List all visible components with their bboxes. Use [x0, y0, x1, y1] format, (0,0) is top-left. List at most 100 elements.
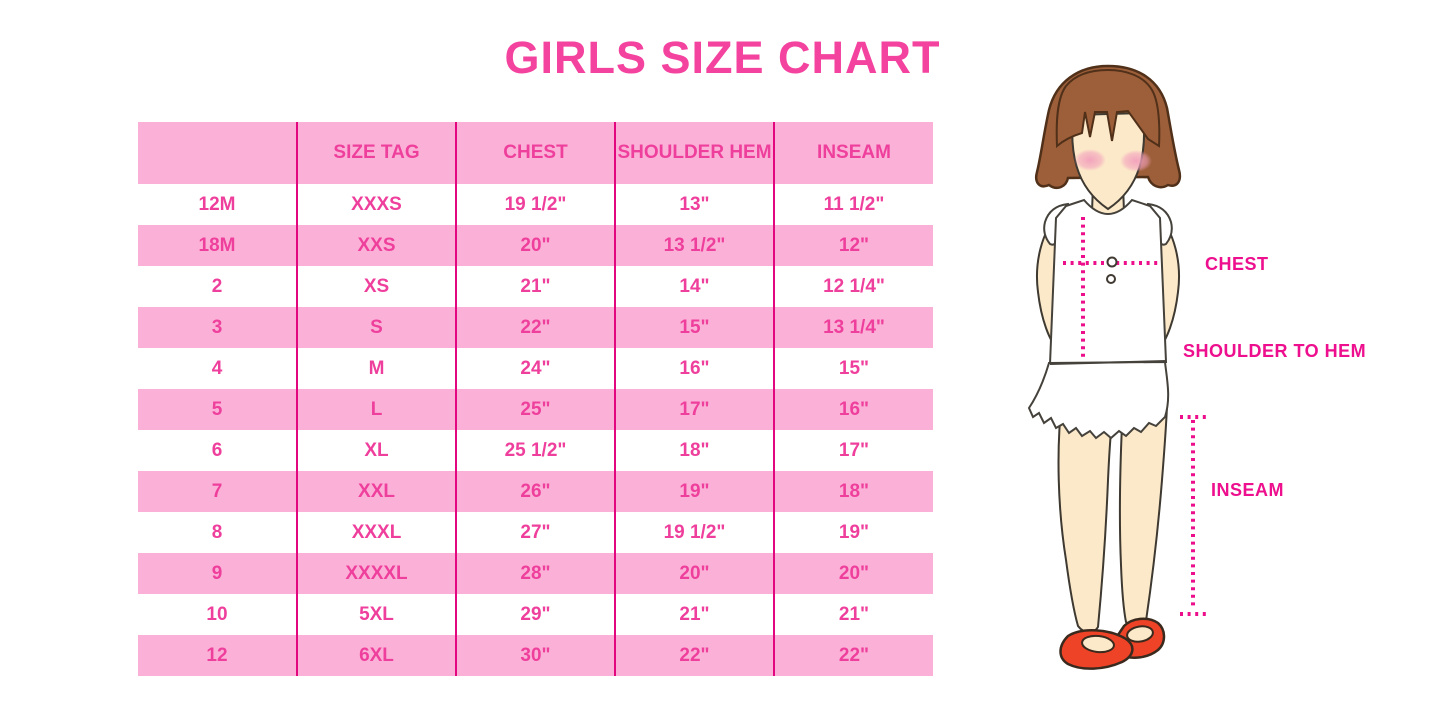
table-row: 10 5XL 29" 21" 21" [138, 594, 933, 635]
right-shoulder-ruffle [1137, 202, 1173, 252]
table-cell: 6 [138, 430, 297, 471]
face [1071, 111, 1146, 211]
table-cell: 20" [773, 553, 933, 594]
table-cell: S [296, 307, 456, 348]
table-cell: 26" [455, 471, 615, 512]
table-cell: XXL [296, 471, 456, 512]
table-cell: 12 [138, 635, 297, 676]
table-cell: XL [296, 430, 456, 471]
table-cell: 16" [614, 348, 774, 389]
header-row: SIZE TAG CHEST SHOULDER HEM INSEAM [138, 122, 933, 184]
chest-label: CHEST [1205, 254, 1269, 274]
table-cell: 25" [455, 389, 615, 430]
table-cell: 17" [614, 389, 774, 430]
table-cell: 21" [773, 594, 933, 635]
table-cell: 24" [455, 348, 615, 389]
table-row: 9 XXXXL 28" 20" 20" [138, 553, 933, 594]
table-row: 18M XXS 20" 13 1/2" 12" [138, 225, 933, 266]
table-row: 3 S 22" 15" 13 1/4" [138, 307, 933, 348]
table-cell: 19" [614, 471, 774, 512]
left-arm [1036, 212, 1076, 354]
left-shoulder-ruffle [1043, 202, 1079, 252]
table-cell: 22" [455, 307, 615, 348]
right-leg [1118, 398, 1169, 629]
table-cell: 19 1/2" [455, 184, 615, 225]
table-cell: 25 1/2" [455, 430, 615, 471]
column-header-size-tag: SIZE TAG [296, 122, 456, 184]
table-row: 6 XL 25 1/2" 18" 17" [138, 430, 933, 471]
table-cell: 13" [614, 184, 774, 225]
table-cell: XS [296, 266, 456, 307]
table-cell: M [296, 348, 456, 389]
table-cell: 12M [138, 184, 297, 225]
table-cell: 20" [614, 553, 774, 594]
table-cell: 7 [138, 471, 297, 512]
table-cell: 12 1/4" [773, 266, 933, 307]
table-cell: 27" [455, 512, 615, 553]
table-cell: 3 [138, 307, 297, 348]
left-shoe [1059, 629, 1134, 670]
table-row: 2 XS 21" 14" 12 1/4" [138, 266, 933, 307]
table-cell: 10 [138, 594, 297, 635]
table-cell: XXS [296, 225, 456, 266]
table-cell: XXXL [296, 512, 456, 553]
table-cell: 28" [455, 553, 615, 594]
table-header: SIZE TAG CHEST SHOULDER HEM INSEAM [138, 122, 933, 184]
table-cell: 13 1/2" [614, 225, 774, 266]
inseam-label: INSEAM [1211, 480, 1285, 500]
bodice [1048, 198, 1168, 366]
table-cell: 12" [773, 225, 933, 266]
skirt [1027, 360, 1170, 440]
column-header-chest: CHEST [455, 122, 615, 184]
right-arm [1140, 212, 1180, 354]
left-blush [1074, 149, 1106, 171]
table-row: 8 XXXL 27" 19 1/2" 19" [138, 512, 933, 553]
right-blush [1120, 150, 1152, 172]
table-cell: 4 [138, 348, 297, 389]
right-shoe [1113, 617, 1166, 659]
table-cell: 9 [138, 553, 297, 594]
table-row: 7 XXL 26" 19" 18" [138, 471, 933, 512]
bottom-button [1106, 274, 1116, 284]
table-cell: 5 [138, 389, 297, 430]
waist-seam [1049, 360, 1167, 365]
shoulder-to-hem-label: SHOULDER TO HEM [1183, 341, 1367, 361]
page-title: GIRLS SIZE CHART [504, 32, 941, 83]
table-row: 12M XXXS 19 1/2" 13" 11 1/2" [138, 184, 933, 225]
table-cell: 30" [455, 635, 615, 676]
table-cell: 17" [773, 430, 933, 471]
table-cell: 18M [138, 225, 297, 266]
top-button [1106, 256, 1118, 268]
table-row: 5 L 25" 17" 16" [138, 389, 933, 430]
hair-back [1035, 64, 1182, 190]
table-cell: 19" [773, 512, 933, 553]
table-cell: L [296, 389, 456, 430]
table-cell: XXXS [296, 184, 456, 225]
table-cell: 8 [138, 512, 297, 553]
table-cell: XXXXL [296, 553, 456, 594]
table-cell: 18" [773, 471, 933, 512]
left-leg [1057, 398, 1114, 634]
table-cell: 2 [138, 266, 297, 307]
table-cell: 13 1/4" [773, 307, 933, 348]
table-cell: 16" [773, 389, 933, 430]
table-cell: 11 1/2" [773, 184, 933, 225]
table-row: 4 M 24" 16" 15" [138, 348, 933, 389]
table-cell: 15" [773, 348, 933, 389]
table-cell: 21" [455, 266, 615, 307]
table-cell: 22" [614, 635, 774, 676]
column-header-shoulder-hem: SHOULDER HEM [614, 122, 774, 184]
neck [1090, 184, 1126, 224]
table-row: 12 6XL 30" 22" 22" [138, 635, 933, 676]
girl-illustration [1027, 64, 1206, 670]
column-header-size [138, 122, 297, 184]
column-header-inseam: INSEAM [773, 122, 933, 184]
table-cell: 14" [614, 266, 774, 307]
size-chart-table: SIZE TAG CHEST SHOULDER HEM INSEAM 12M XX… [138, 122, 933, 676]
table-cell: 29" [455, 594, 615, 635]
table-cell: 5XL [296, 594, 456, 635]
table-cell: 15" [614, 307, 774, 348]
table-cell: 21" [614, 594, 774, 635]
table-cell: 6XL [296, 635, 456, 676]
